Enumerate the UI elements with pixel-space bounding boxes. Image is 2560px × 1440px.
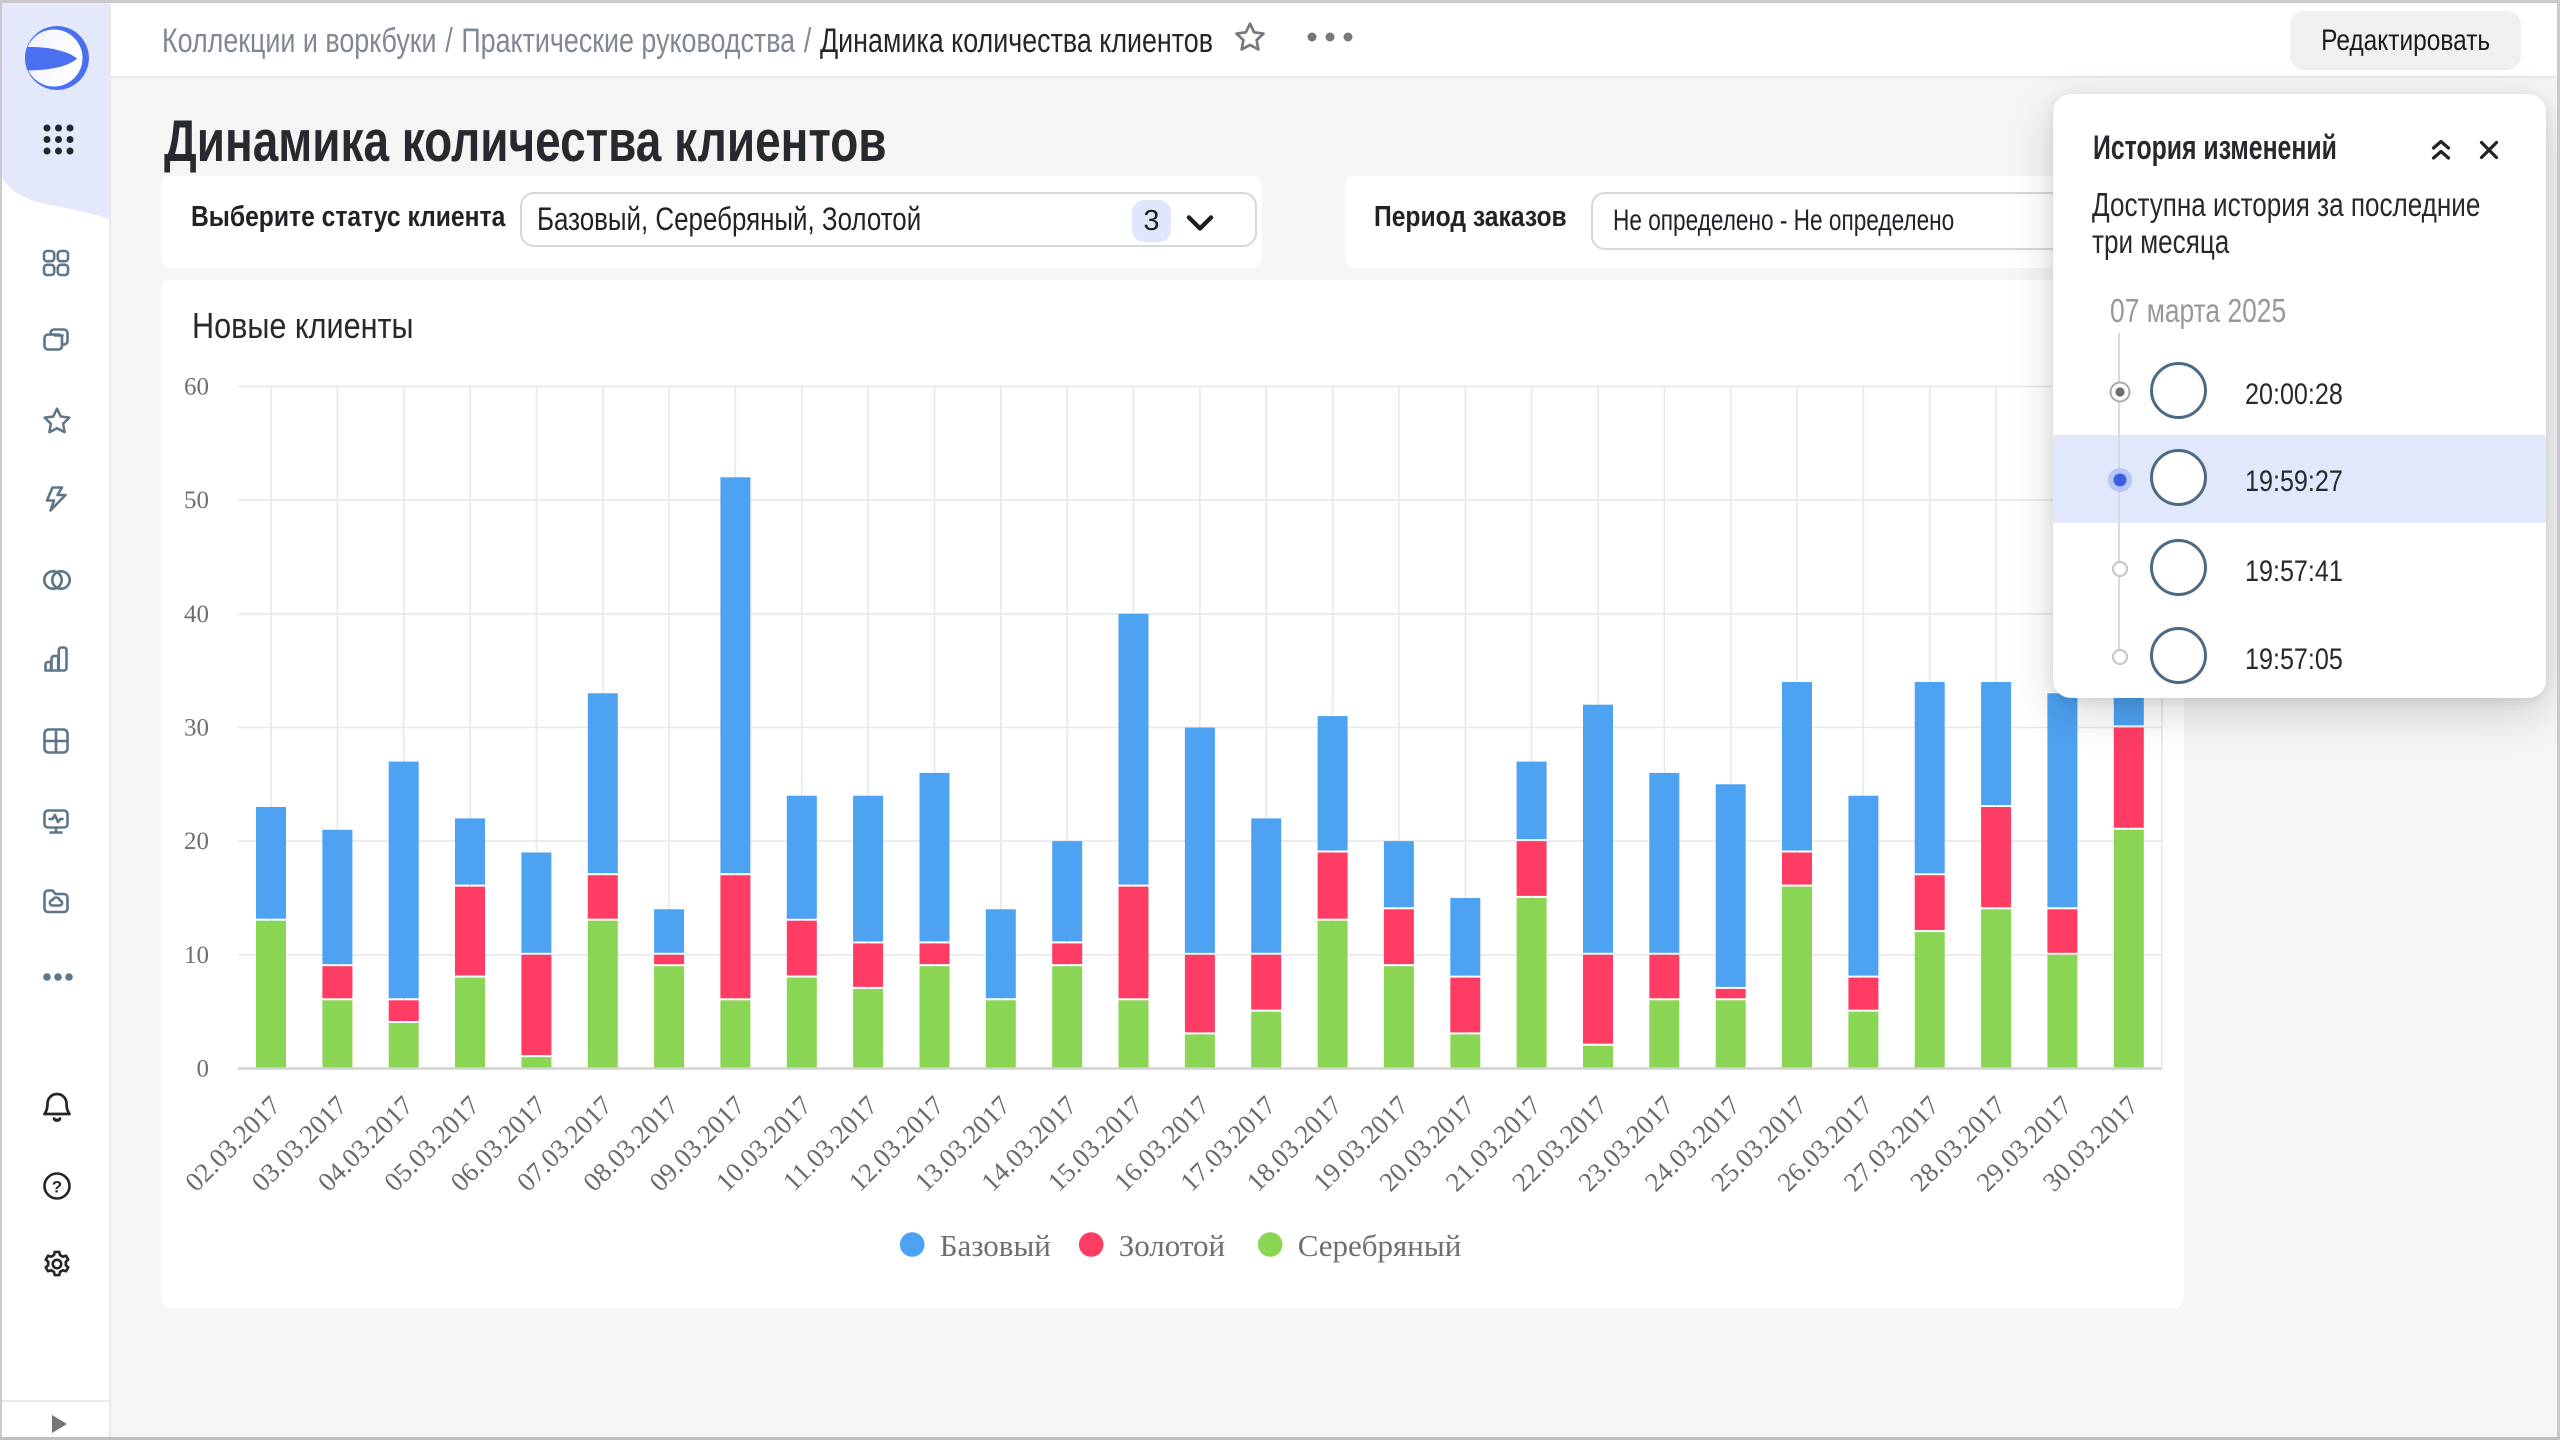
svg-text:?: ? [52, 1178, 62, 1197]
svg-text:10: 10 [184, 942, 209, 969]
svg-text:0: 0 [197, 1056, 210, 1083]
svg-text:20: 20 [184, 828, 209, 855]
svg-text:Серебряный: Серебряный [1298, 1228, 1462, 1263]
svg-text:30: 30 [184, 715, 209, 742]
svg-text:40: 40 [184, 601, 209, 628]
svg-text:60: 60 [184, 373, 209, 400]
svg-text:Базовый: Базовый [940, 1228, 1051, 1263]
svg-text:Золотой: Золотой [1119, 1228, 1225, 1263]
svg-text:50: 50 [184, 487, 209, 514]
